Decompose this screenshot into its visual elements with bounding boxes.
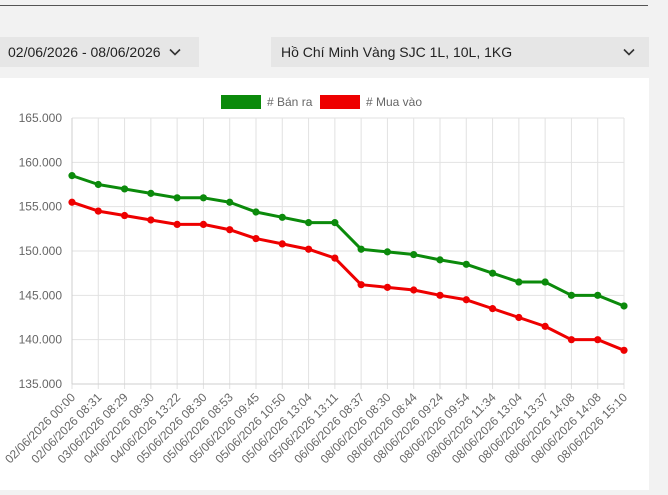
data-point[interactable] (147, 189, 155, 197)
data-point[interactable] (94, 207, 102, 215)
data-point[interactable] (410, 250, 418, 259)
data-point[interactable] (620, 346, 628, 354)
data-point[interactable] (383, 248, 392, 256)
data-point[interactable] (436, 291, 444, 299)
data-point[interactable] (173, 194, 181, 202)
chevron-down-icon (169, 48, 181, 56)
price-chart-panel: 135.000 140.000 145.000 150.000 155.000 160.0… (0, 78, 649, 490)
data-point[interactable] (541, 278, 549, 286)
data-point[interactable] (226, 226, 234, 234)
gold-type-select[interactable]: Hồ Chí Minh Vàng SJC 1L, 10L, 1KG (271, 37, 649, 67)
data-point[interactable] (357, 281, 365, 289)
y-tick-label: 165.000 (19, 111, 63, 125)
data-point[interactable] (120, 211, 129, 220)
data-point[interactable] (567, 336, 576, 344)
y-tick-label: 140.000 (19, 333, 63, 347)
y-tick-label: 160.000 (19, 155, 63, 169)
data-point[interactable] (383, 283, 392, 291)
data-point[interactable] (94, 180, 102, 189)
data-point[interactable] (331, 254, 339, 262)
data-point[interactable] (199, 194, 208, 202)
data-point[interactable] (278, 240, 286, 248)
data-point[interactable] (252, 208, 260, 216)
y-tick-label: 155.000 (19, 200, 63, 214)
data-point[interactable] (488, 269, 497, 277)
date-range-picker[interactable]: 02/06/2026 - 08/06/2026 (0, 37, 199, 67)
data-point[interactable] (515, 278, 523, 286)
data-point[interactable] (304, 245, 313, 253)
data-point[interactable] (357, 245, 365, 253)
legend-label-1[interactable]: # Mua vào (366, 95, 422, 109)
legend-swatch-0[interactable] (221, 95, 261, 109)
data-point[interactable] (594, 291, 602, 299)
data-point[interactable] (594, 336, 602, 344)
top-divider (0, 5, 648, 6)
data-point[interactable] (173, 220, 181, 228)
data-point[interactable] (252, 234, 260, 243)
data-point[interactable] (436, 256, 444, 264)
data-point[interactable] (515, 313, 523, 322)
data-point[interactable] (567, 291, 576, 299)
y-tick-label: 150.000 (19, 244, 63, 258)
data-point[interactable] (199, 220, 208, 228)
data-point[interactable] (226, 198, 234, 206)
data-point[interactable] (120, 185, 129, 193)
chevron-down-icon (623, 48, 635, 56)
series-line-1 (71, 200, 625, 352)
data-point[interactable] (620, 302, 628, 310)
data-point[interactable] (68, 198, 76, 206)
data-point[interactable] (541, 322, 549, 330)
data-point[interactable] (462, 260, 470, 268)
data-point[interactable] (410, 286, 418, 294)
data-point[interactable] (331, 219, 339, 227)
data-point[interactable] (147, 216, 155, 224)
y-tick-label: 145.000 (19, 288, 63, 302)
date-range-value: 02/06/2026 - 08/06/2026 (8, 44, 161, 60)
series-line-0 (71, 174, 625, 308)
data-point[interactable] (68, 172, 76, 180)
data-point[interactable] (304, 219, 313, 227)
legend-label-0[interactable]: # Bán ra (267, 95, 313, 109)
legend-swatch-1[interactable] (320, 95, 360, 109)
data-point[interactable] (488, 305, 497, 313)
data-point[interactable] (462, 296, 470, 304)
data-point[interactable] (278, 213, 286, 221)
price-line-chart: 135.000 140.000 145.000 150.000 155.000 160.0… (2, 95, 630, 466)
y-tick-label: 135.000 (19, 377, 63, 391)
gold-type-value: Hồ Chí Minh Vàng SJC 1L, 10L, 1KG (281, 44, 513, 60)
